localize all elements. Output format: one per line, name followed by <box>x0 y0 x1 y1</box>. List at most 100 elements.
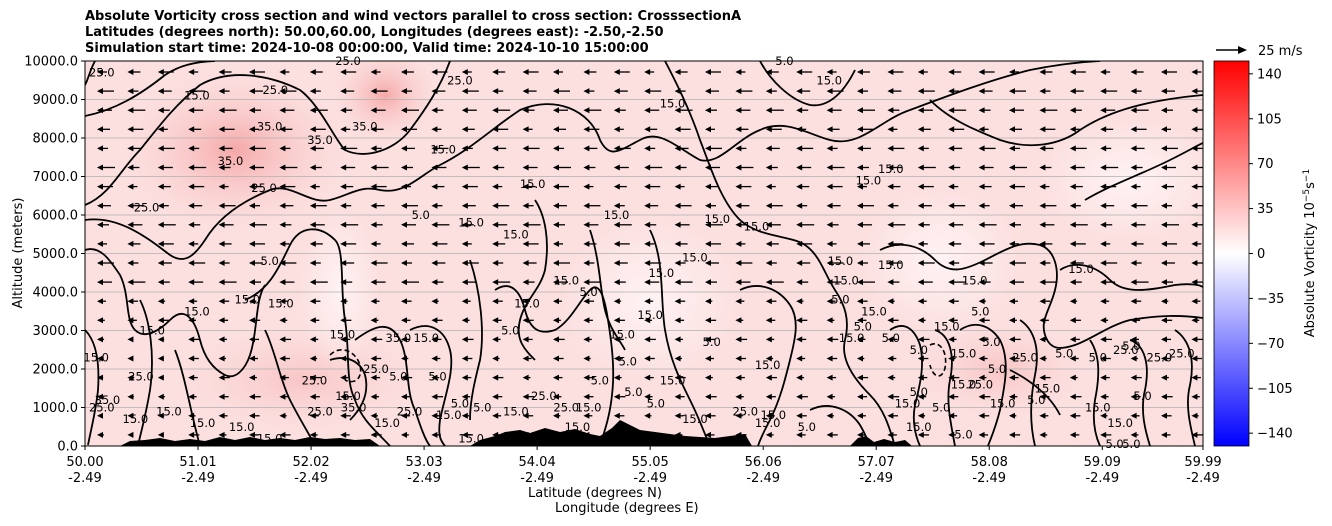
wind-vector <box>1100 126 1114 133</box>
wind-vector <box>279 393 288 400</box>
wind-vector <box>583 69 597 75</box>
wind-vector <box>705 317 717 324</box>
wind-vector <box>127 431 134 438</box>
wind-vector <box>218 126 235 133</box>
wind-vector <box>948 336 957 343</box>
wind-vector <box>613 412 625 419</box>
wind-vector <box>887 69 904 75</box>
wind-vector <box>522 145 540 152</box>
wind-vector <box>370 355 382 362</box>
wind-vector <box>826 107 842 114</box>
colorbar-tick-label: 35 <box>1257 202 1274 217</box>
wind-vector <box>522 88 537 95</box>
y-tick-label: 8000.0 <box>33 132 79 147</box>
wind-vector <box>1069 88 1084 95</box>
wind-vector <box>1039 221 1055 228</box>
wind-vector <box>522 336 533 343</box>
wind-vector <box>279 355 290 362</box>
wind-vector <box>1069 107 1082 114</box>
wind-vector <box>583 260 595 266</box>
wind-vector <box>127 240 141 247</box>
wind-vector <box>765 164 778 171</box>
wind-vector <box>492 107 511 114</box>
contour-label: 5.0 <box>932 401 950 415</box>
wind-vector <box>917 88 935 95</box>
wind-vector <box>279 336 292 343</box>
wind-vector <box>644 202 659 209</box>
wind-vector <box>917 145 929 152</box>
wind-vector <box>370 221 383 228</box>
wind-vector <box>978 145 996 152</box>
x-axis-label-longitude: Longitude (degrees E) <box>555 501 699 516</box>
contour-line <box>959 323 1007 446</box>
contour-label: 15.0 <box>430 143 456 157</box>
contour-label: 25.0 <box>1169 347 1195 361</box>
y-tick-label: 7000.0 <box>33 170 79 185</box>
wind-vector <box>188 355 199 362</box>
wind-vector <box>492 298 503 305</box>
wind-vector <box>188 126 202 133</box>
quiver-key: 25 m/s <box>1216 44 1303 59</box>
contour-label: 5.0 <box>910 385 928 399</box>
wind-vector <box>553 107 568 114</box>
wind-vector <box>857 336 866 343</box>
wind-vector <box>431 260 446 266</box>
wind-vector <box>917 412 926 419</box>
wind-vector <box>735 183 752 190</box>
wind-vector <box>796 107 809 114</box>
wind-vector <box>948 183 959 190</box>
wind-vector <box>765 336 775 343</box>
contour-label: 15.0 <box>951 377 977 391</box>
wind-vector <box>1161 374 1169 381</box>
wind-vector <box>796 221 815 228</box>
wind-vector <box>826 336 839 343</box>
contour-label: 15.0 <box>123 412 149 426</box>
wind-vector <box>857 221 872 228</box>
x-tick-label-lon: -2.49 <box>859 471 893 486</box>
contour-label: 5.0 <box>261 254 279 268</box>
wind-vector <box>461 279 477 286</box>
wind-vector <box>157 126 168 133</box>
wind-vector <box>218 355 226 362</box>
wind-vector <box>826 145 838 152</box>
contour-label: 25.0 <box>128 370 154 384</box>
contour-line <box>889 325 923 446</box>
contour-label: 15.0 <box>682 412 708 426</box>
y-tick-label: 4000.0 <box>33 286 79 301</box>
contour-line <box>934 329 956 446</box>
wind-vector <box>309 164 322 171</box>
wind-vector <box>826 431 838 438</box>
wind-vector <box>948 279 967 286</box>
wind-vector <box>948 145 963 152</box>
wind-vector <box>218 431 227 438</box>
wind-vector <box>309 298 321 305</box>
wind-vector <box>340 393 352 400</box>
wind-vector <box>249 393 261 400</box>
wind-vector <box>644 374 654 381</box>
contour-label: 15.0 <box>190 416 216 430</box>
contour-line <box>1089 339 1101 446</box>
wind-vector <box>765 202 783 209</box>
wind-vector <box>705 336 716 343</box>
wind-vector <box>583 164 596 171</box>
wind-vector <box>340 221 359 228</box>
contour-label: 5.0 <box>703 335 721 349</box>
wind-vector <box>97 69 107 75</box>
wind-vector <box>765 260 777 266</box>
wind-vector <box>613 164 629 171</box>
contour-label: 15.0 <box>330 327 356 341</box>
wind-vector <box>613 317 625 324</box>
wind-vector <box>309 355 318 362</box>
wind-vector <box>948 298 959 305</box>
wind-vector <box>917 336 930 343</box>
wind-vector <box>431 393 444 400</box>
wind-vector <box>796 412 807 419</box>
wind-vector <box>583 107 602 114</box>
contour-line <box>929 94 1203 147</box>
contour-label: 15.0 <box>414 331 440 345</box>
wind-vector <box>340 183 354 190</box>
wind-vector <box>522 355 532 362</box>
wind-vector <box>1039 260 1051 266</box>
wind-vector <box>705 412 716 419</box>
wind-vector <box>218 393 229 400</box>
